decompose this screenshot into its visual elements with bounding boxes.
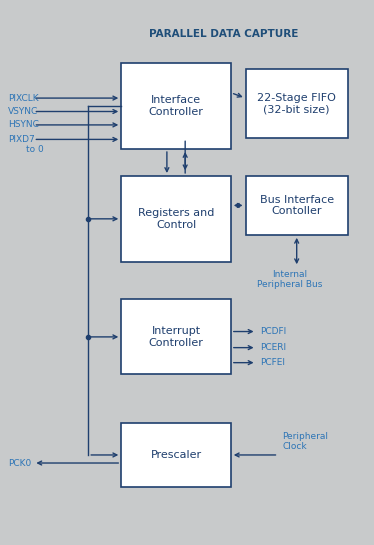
- Bar: [245, 69, 348, 138]
- Text: Interrupt
Controller: Interrupt Controller: [148, 326, 203, 348]
- Text: VSYNC: VSYNC: [8, 107, 38, 116]
- Text: HSYNC: HSYNC: [8, 120, 39, 129]
- Text: Prescaler: Prescaler: [150, 450, 202, 460]
- Text: to 0: to 0: [26, 144, 44, 154]
- Bar: [121, 176, 231, 262]
- Text: PCERI: PCERI: [260, 343, 286, 352]
- Text: Interface
Controller: Interface Controller: [148, 95, 203, 117]
- Text: PIXD7: PIXD7: [8, 135, 34, 144]
- Text: Internal
Peripheral Bus: Internal Peripheral Bus: [257, 270, 322, 289]
- Bar: [121, 63, 231, 149]
- Text: PIXCLK: PIXCLK: [8, 94, 39, 102]
- Text: 22-Stage FIFO
(32-bit size): 22-Stage FIFO (32-bit size): [257, 93, 336, 114]
- Text: PARALLEL DATA CAPTURE: PARALLEL DATA CAPTURE: [149, 29, 298, 39]
- Text: Bus Interface
Contoller: Bus Interface Contoller: [260, 195, 334, 216]
- Text: PCFEI: PCFEI: [260, 358, 285, 367]
- Text: Peripheral
Clock: Peripheral Clock: [282, 432, 328, 451]
- Text: Registers and
Control: Registers and Control: [138, 208, 214, 229]
- Bar: [245, 176, 348, 235]
- Bar: [121, 299, 231, 374]
- Bar: [121, 423, 231, 487]
- Text: PCK0: PCK0: [8, 458, 31, 468]
- Text: PCDFI: PCDFI: [260, 327, 286, 336]
